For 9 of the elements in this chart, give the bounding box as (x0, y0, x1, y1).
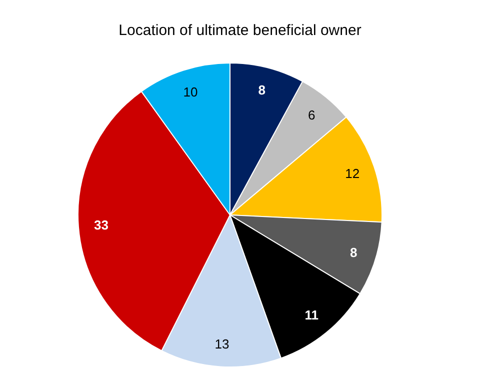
chart-title: Location of ultimate beneficial owner (118, 22, 362, 39)
data-label: 10 (183, 84, 198, 100)
data-label: 12 (345, 166, 360, 182)
data-label: 8 (258, 82, 266, 98)
data-label: 6 (308, 107, 316, 122)
data-label: 13 (214, 336, 230, 352)
data-label: 8 (350, 245, 358, 260)
data-label: 11 (304, 308, 319, 323)
data-label: 33 (94, 218, 108, 233)
